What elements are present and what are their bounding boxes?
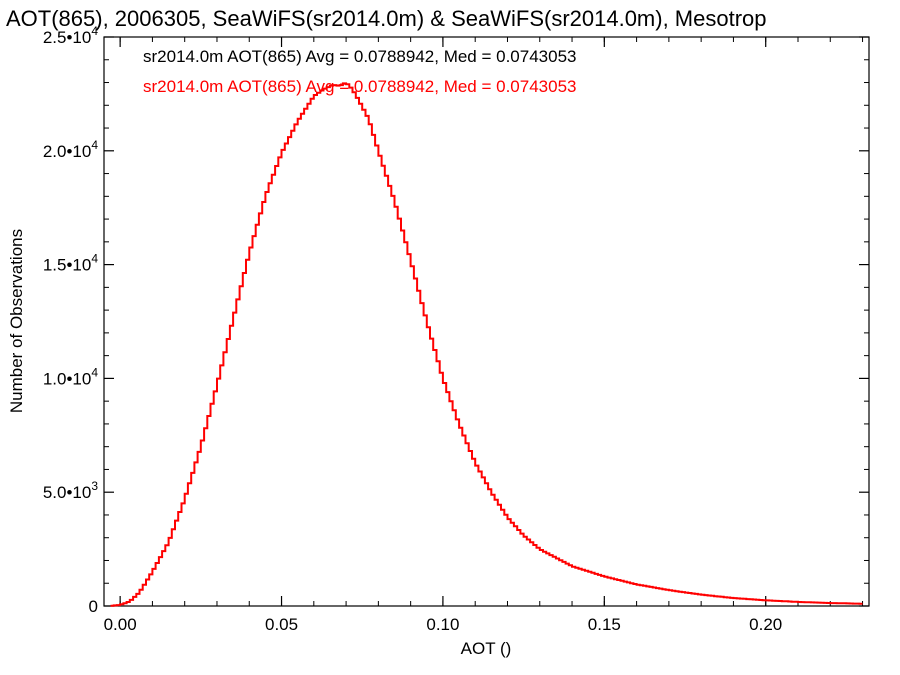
annotation-black: sr2014.0m AOT(865) Avg = 0.0788942, Med …	[143, 47, 577, 66]
y-axis-ticks: 0 5.0•103 1.0•104 1.5•104 2.0•104 2.5•104	[43, 24, 869, 616]
series-line	[110, 82, 863, 607]
x-tick-label: 0.10	[426, 615, 459, 634]
x-axis-label: AOT ()	[461, 639, 512, 658]
plot-frame	[103, 36, 870, 607]
x-axis-ticks: 0.00 0.05 0.10 0.15 0.20	[104, 37, 864, 634]
y-tick-label: 1.5•104	[43, 252, 99, 275]
chart-title: AOT(865), 2006305, SeaWiFS(sr2014.0m) & …	[6, 6, 767, 31]
x-tick-label: 0.20	[749, 615, 782, 634]
y-tick-label: 0	[89, 597, 98, 616]
x-tick-label: 0.15	[588, 615, 621, 634]
y-axis-label: Number of Observations	[7, 229, 26, 413]
x-tick-label: 0.00	[104, 615, 137, 634]
x-tick-label: 0.05	[265, 615, 298, 634]
y-tick-label: 5.0•103	[43, 479, 99, 502]
y-tick-label: 1.0•104	[43, 365, 99, 388]
annotation-red: sr2014.0m AOT(865) Avg = 0.0788942, Med …	[143, 77, 577, 96]
y-tick-label: 2.0•104	[43, 138, 99, 161]
y-tick-label: 2.5•104	[43, 24, 99, 47]
